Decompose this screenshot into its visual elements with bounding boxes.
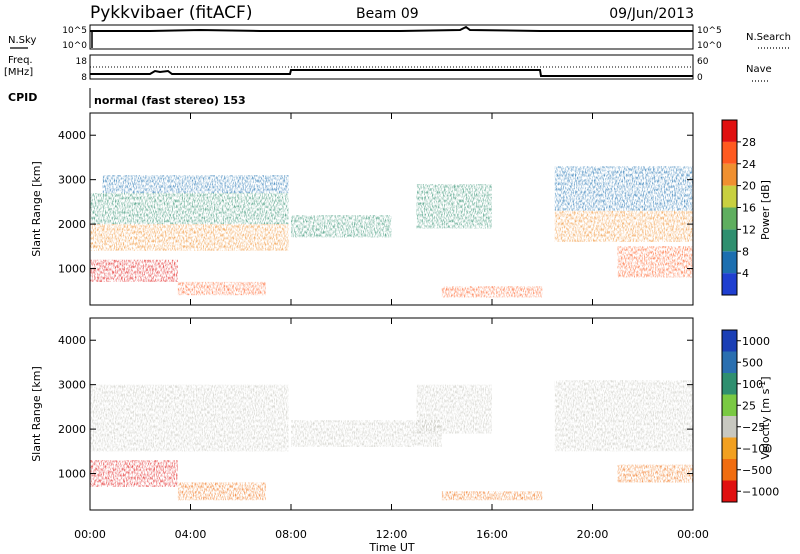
colorbar-swatch bbox=[722, 373, 737, 395]
power-cell-8 bbox=[554, 210, 693, 242]
power-cell-4 bbox=[177, 281, 266, 296]
colorbar-tick-label: 24 bbox=[742, 158, 756, 171]
noise-right-label: N.Search bbox=[746, 32, 791, 43]
colorbar-frame bbox=[721, 329, 738, 503]
colorbar-tick-label: 4 bbox=[742, 267, 749, 280]
freq-left-tick-high: 18 bbox=[76, 57, 88, 67]
colorbar-tick-label: −500 bbox=[742, 464, 772, 477]
velocity-colorbar: 1000 500 100 25 −25 −100 −500 −1000 bbox=[721, 329, 779, 503]
velocity-heatmap bbox=[90, 380, 693, 501]
x-tick-label: 20:00 bbox=[577, 528, 609, 541]
colorbar-swatch bbox=[722, 163, 737, 186]
power-cell-1 bbox=[90, 224, 289, 251]
noise-right-tick-high: 10^5 bbox=[697, 26, 722, 36]
colorbar-swatch bbox=[722, 351, 737, 373]
colorbar-tick-label: 20 bbox=[742, 180, 756, 193]
station-title: Pykkvibaer (fitACF) bbox=[90, 3, 252, 23]
colorbar-tick-label: 12 bbox=[742, 223, 756, 236]
colorbar-tick-label: 16 bbox=[742, 202, 756, 215]
colorbar-tick-label: −25 bbox=[742, 421, 765, 434]
x-tick-label: 00:00 bbox=[677, 528, 709, 541]
velocity-cell-0 bbox=[90, 460, 178, 487]
velocity-y-label: Slant Range [km] bbox=[30, 366, 43, 462]
velocity-cell-7 bbox=[617, 464, 693, 483]
noise-right-tick-low: 10^0 bbox=[697, 41, 722, 51]
velocity-cell-2 bbox=[90, 384, 289, 452]
colorbar-swatch bbox=[722, 229, 737, 252]
noise-left-tick-low: 10^0 bbox=[62, 41, 87, 51]
power-cell-9 bbox=[554, 166, 693, 211]
colorbar-swatch bbox=[722, 416, 737, 438]
noise-left-tick-high: 10^5 bbox=[62, 26, 87, 36]
colorbar-tick-label: 500 bbox=[742, 356, 763, 369]
colorbar-tick-label: 100 bbox=[742, 378, 763, 391]
velocity-cell-5 bbox=[441, 491, 543, 501]
freq-left-tick-low: 8 bbox=[81, 73, 87, 83]
freq-left-label-1: Freq. bbox=[8, 55, 33, 66]
velocity-cell-1 bbox=[177, 482, 266, 501]
noise-panel bbox=[89, 24, 694, 50]
freq-line bbox=[90, 69, 693, 77]
colorbar-tick-label: 28 bbox=[742, 136, 756, 149]
cpid-text: normal (fast stereo) 153 bbox=[94, 94, 246, 107]
colorbar-swatch bbox=[722, 480, 737, 502]
x-tick-label: 04:00 bbox=[175, 528, 207, 541]
x-axis-label: Time UT bbox=[368, 541, 414, 554]
colorbar-tick-label: −100 bbox=[742, 442, 772, 455]
colorbar-tick-label: 8 bbox=[742, 245, 749, 258]
date-label: 09/Jun/2013 bbox=[609, 6, 694, 22]
y-tick-label: 2000 bbox=[58, 423, 86, 436]
colorbar-swatch bbox=[722, 437, 737, 459]
velocity-cell-6 bbox=[554, 380, 693, 452]
x-tick-label: 00:00 bbox=[74, 528, 106, 541]
power-heatmap bbox=[90, 166, 693, 298]
power-colorbar: 4 8 12 16 20 24 28 bbox=[721, 119, 756, 296]
freq-right-tick-low: 0 bbox=[697, 73, 703, 83]
y-tick-label: 1000 bbox=[58, 263, 86, 276]
power-cell-2 bbox=[90, 193, 289, 225]
power-cell-5 bbox=[291, 215, 392, 238]
freq-right-tick-high: 60 bbox=[697, 57, 709, 67]
beam-label: Beam 09 bbox=[356, 6, 419, 22]
y-tick-label: 2000 bbox=[58, 218, 86, 231]
colorbar-swatch bbox=[722, 273, 737, 295]
power-cell-10 bbox=[617, 246, 693, 278]
colorbar-tick-label: 1000 bbox=[742, 335, 770, 348]
power-cell-7 bbox=[441, 286, 543, 298]
velocity-colorbar-label: Velocity [m s-1] bbox=[758, 376, 772, 459]
x-tick-label: 12:00 bbox=[376, 528, 408, 541]
colorbar-swatch bbox=[722, 251, 737, 274]
freq-left-label-2: [MHz] bbox=[4, 67, 33, 78]
colorbar-swatch bbox=[722, 330, 737, 352]
power-colorbar-label: Power [dB] bbox=[759, 180, 772, 240]
velocity-colorbar-label-sup: -1 bbox=[758, 381, 767, 389]
velocity-cell-4 bbox=[416, 384, 492, 434]
colorbar-swatch bbox=[722, 141, 737, 164]
colorbar-swatch bbox=[722, 185, 737, 208]
velocity-colorbar-label-main: Velocity [m s bbox=[759, 388, 772, 459]
freq-right-label: Nave bbox=[746, 64, 772, 75]
velocity-colorbar-label-end: ] bbox=[759, 376, 772, 380]
y-tick-label: 1000 bbox=[58, 468, 86, 481]
power-cell-0 bbox=[90, 259, 178, 282]
power-y-label: Slant Range [km] bbox=[30, 161, 43, 257]
x-tick-label: 08:00 bbox=[275, 528, 307, 541]
power-cell-6 bbox=[416, 184, 492, 229]
colorbar-swatch bbox=[722, 120, 737, 142]
y-tick-label: 4000 bbox=[58, 129, 86, 142]
noise-sky-line bbox=[90, 25, 693, 32]
y-tick-label: 4000 bbox=[58, 334, 86, 347]
colorbar-swatch bbox=[722, 459, 737, 481]
y-tick-label: 3000 bbox=[58, 379, 86, 392]
noise-left-label: N.Sky bbox=[8, 35, 36, 46]
colorbar-swatch bbox=[722, 394, 737, 416]
colorbar-tick-label: −1000 bbox=[742, 485, 779, 498]
power-cell-3 bbox=[102, 175, 289, 193]
colorbar-tick-label: 25 bbox=[742, 399, 756, 412]
y-tick-label: 3000 bbox=[58, 174, 86, 187]
colorbar-swatch bbox=[722, 207, 737, 230]
x-tick-label: 16:00 bbox=[476, 528, 508, 541]
cpid-label: CPID bbox=[8, 91, 37, 104]
